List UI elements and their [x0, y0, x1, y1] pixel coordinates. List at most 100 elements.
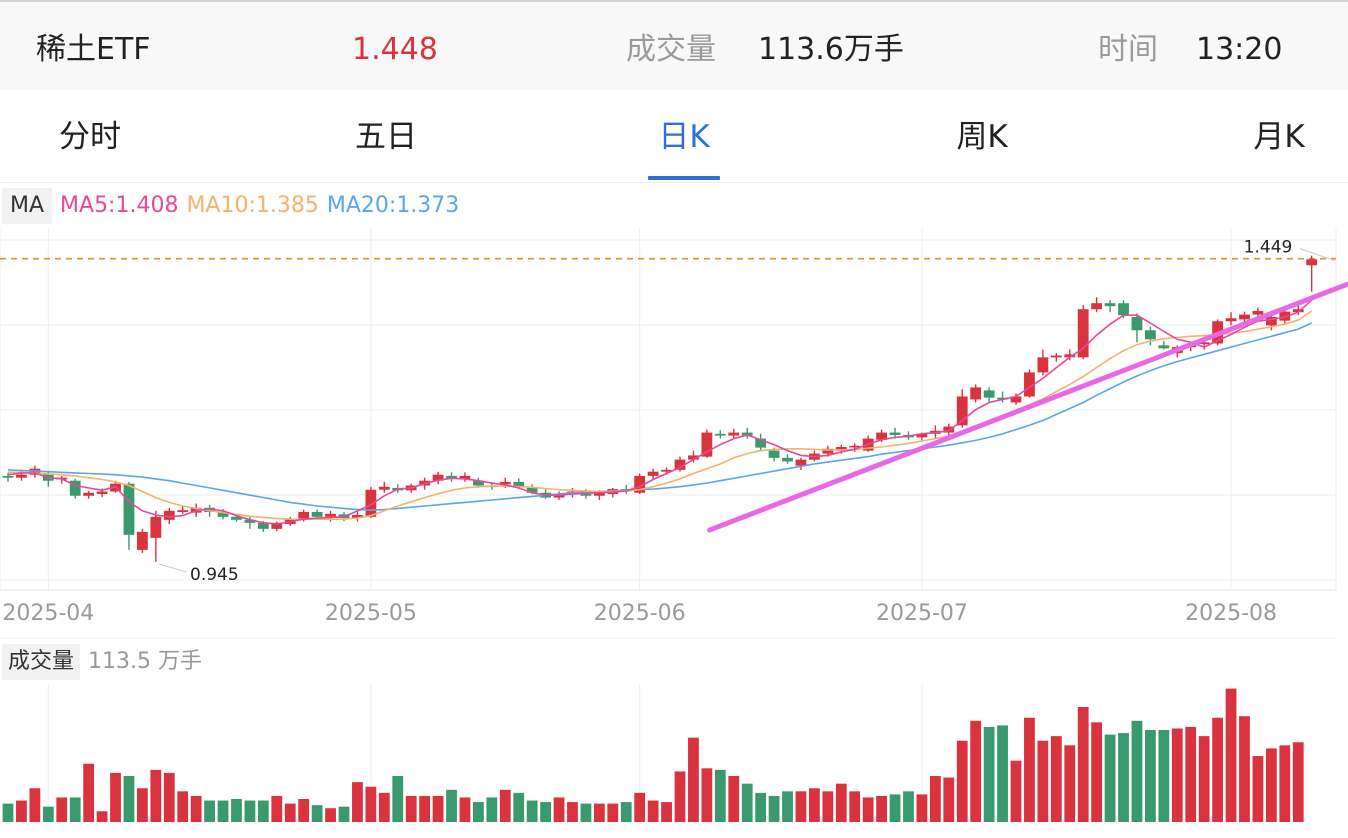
candle-body — [352, 515, 363, 519]
volume-bar — [795, 791, 807, 822]
volume-bar — [822, 791, 834, 822]
candle-body — [956, 396, 968, 426]
volume-bar — [42, 806, 54, 822]
candle-body — [1104, 303, 1116, 307]
x-tick-label: 2025-07 — [876, 601, 968, 626]
volume-bar — [889, 794, 901, 822]
volume-bar — [688, 737, 699, 822]
volume-bar — [432, 795, 444, 822]
volume-bar — [110, 772, 121, 822]
volume-bar — [755, 792, 767, 822]
volume-bar — [674, 771, 686, 822]
volume-bar — [244, 800, 256, 822]
candle-body — [647, 471, 659, 476]
candle-body — [1252, 311, 1264, 315]
candle-body — [96, 491, 108, 494]
volume-bar — [849, 791, 861, 822]
ma20-line — [7, 322, 1313, 512]
active-tab-indicator — [648, 176, 720, 180]
volume-tag[interactable]: 成交量 — [2, 644, 81, 680]
volume-bar — [1239, 716, 1250, 822]
volume-bar — [29, 788, 41, 822]
volume-bar — [1252, 756, 1264, 822]
high-leader — [1299, 248, 1335, 262]
candle-body — [1024, 372, 1035, 397]
volume-bar — [1265, 748, 1277, 822]
volume-bar — [1279, 745, 1291, 822]
candle-body — [1265, 317, 1277, 326]
candle-body — [849, 445, 861, 448]
low-label: 0.945 — [190, 565, 239, 585]
volume-bar — [903, 791, 914, 822]
candle-body — [1091, 303, 1103, 310]
volume-bar — [217, 800, 229, 822]
candle-body — [271, 522, 283, 529]
trend-line — [707, 282, 1348, 533]
candle-body — [123, 483, 135, 535]
volume-bar — [593, 803, 605, 822]
candle-body — [231, 516, 242, 520]
tab-daily-k[interactable]: 日K — [658, 119, 710, 155]
candle-body — [1131, 317, 1143, 331]
candle-body — [876, 432, 887, 440]
candle-body — [1064, 354, 1076, 358]
candle-body — [835, 447, 847, 451]
volume-bar — [916, 794, 928, 822]
tab-five-day[interactable]: 五日 — [355, 119, 417, 155]
candle-body — [768, 450, 780, 458]
candle-body — [1077, 309, 1089, 358]
candle-body — [634, 475, 646, 493]
candle-body — [1037, 357, 1049, 373]
volume-bar — [419, 795, 431, 822]
volume-bar — [325, 808, 336, 822]
security-name: 稀土ETF — [36, 32, 151, 67]
volume-bar — [298, 799, 310, 822]
volume-bar — [177, 791, 189, 822]
volume-bar — [446, 789, 457, 822]
volume-bar — [69, 797, 81, 822]
candle-body — [526, 487, 538, 493]
volume-bar — [1104, 734, 1116, 822]
tab-monthly-k[interactable]: 月K — [1253, 119, 1305, 155]
volume-bar — [1077, 707, 1089, 822]
volume-bar — [392, 776, 404, 822]
candle-body — [217, 512, 229, 517]
candle-body — [1279, 311, 1291, 321]
candle-body — [311, 512, 323, 517]
volume-bar — [1131, 720, 1143, 822]
candle-body — [889, 432, 901, 435]
volume-bar — [190, 795, 202, 822]
volume-bar — [553, 797, 565, 822]
volume-bar — [352, 782, 363, 822]
candle-body — [150, 516, 162, 538]
low-leader — [158, 563, 187, 573]
volume-bar — [768, 795, 780, 822]
candle-body — [728, 432, 740, 436]
candle-body — [16, 474, 27, 478]
ma10-line — [8, 310, 1313, 521]
candle-body — [163, 510, 175, 520]
ma-tag[interactable]: MA — [2, 188, 53, 224]
volume-bar — [647, 800, 659, 822]
last-price: 1.448 — [352, 32, 438, 67]
candle-body — [755, 438, 767, 448]
tab-intraday[interactable]: 分时 — [59, 119, 121, 155]
period-tabs: 分时 五日 日K 周K 月K — [0, 92, 1348, 183]
candle-body — [2, 475, 14, 478]
candle-body — [580, 492, 592, 496]
volume-bar — [970, 720, 982, 822]
candle-body — [997, 397, 1008, 400]
volume-bar — [661, 802, 672, 822]
volume-bar — [163, 772, 175, 822]
tab-weekly-k[interactable]: 周K — [956, 119, 1008, 155]
volume-bar — [956, 740, 968, 822]
x-tick-label: 2025-08 — [1185, 601, 1277, 626]
candle-body — [365, 489, 377, 517]
candle-body — [244, 519, 256, 523]
volume-bar — [1198, 736, 1210, 822]
candle-body — [795, 459, 807, 466]
volume-bar — [1064, 745, 1076, 822]
volume-bar — [809, 788, 820, 822]
volume-bar — [943, 777, 955, 822]
